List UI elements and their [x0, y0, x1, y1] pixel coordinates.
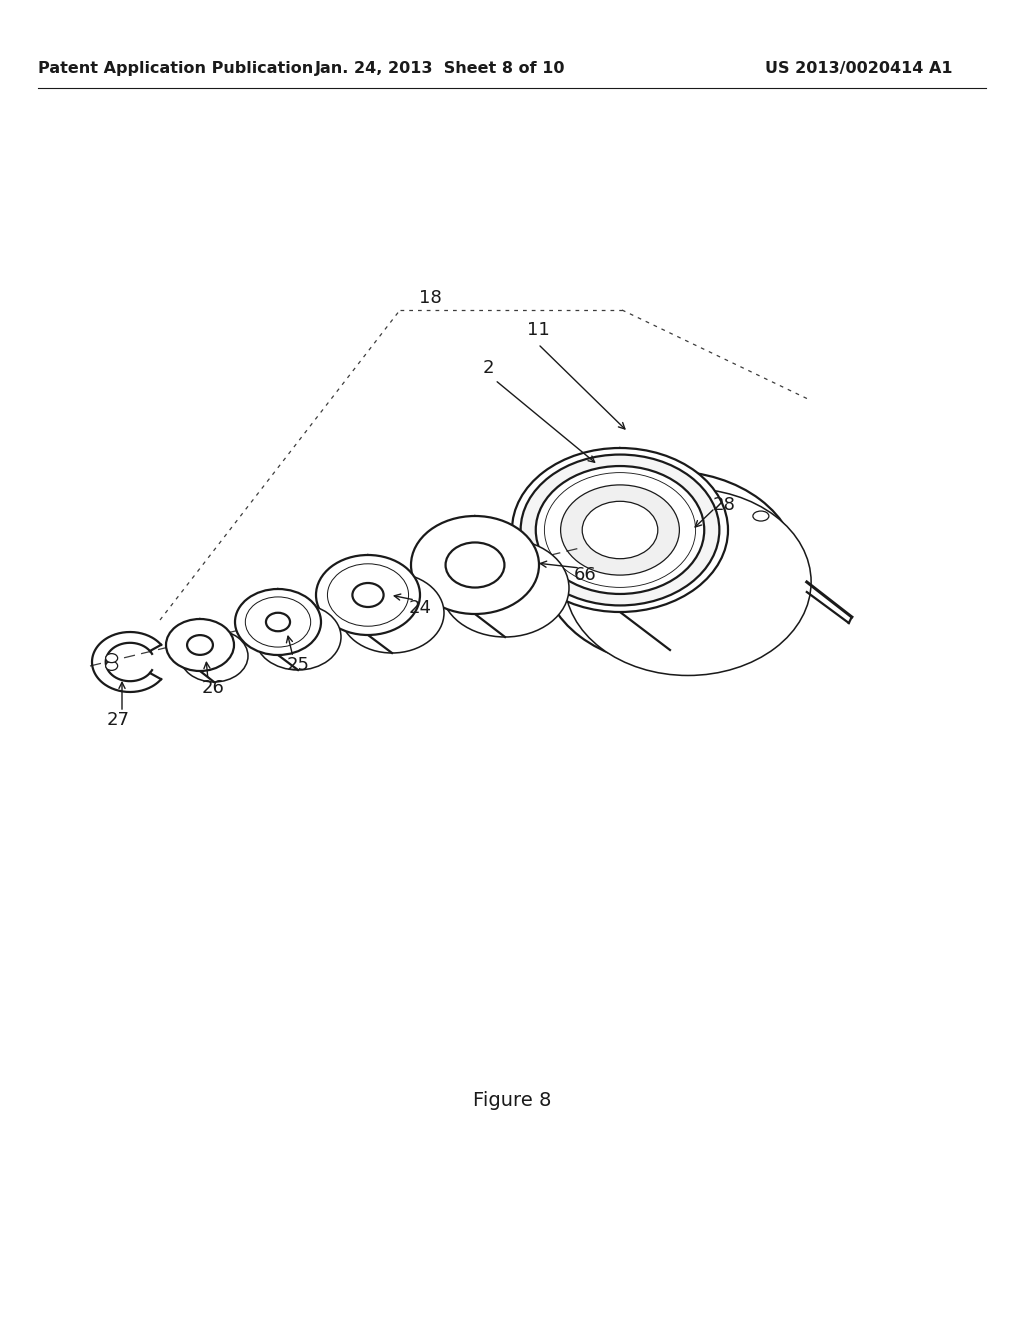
Text: 24: 24	[409, 599, 431, 616]
Text: 27: 27	[106, 711, 129, 729]
Ellipse shape	[512, 447, 728, 612]
Ellipse shape	[543, 471, 798, 665]
Ellipse shape	[187, 635, 213, 655]
Text: 26: 26	[202, 678, 224, 697]
Text: 11: 11	[526, 321, 549, 339]
Text: 28: 28	[713, 496, 735, 513]
Text: Patent Application Publication: Patent Application Publication	[38, 61, 313, 75]
Text: 18: 18	[419, 289, 441, 308]
Ellipse shape	[520, 454, 719, 606]
Ellipse shape	[166, 619, 234, 671]
Ellipse shape	[560, 484, 679, 576]
Ellipse shape	[536, 466, 705, 594]
Text: 2: 2	[482, 359, 494, 378]
Ellipse shape	[105, 661, 118, 671]
Text: Jan. 24, 2013  Sheet 8 of 10: Jan. 24, 2013 Sheet 8 of 10	[315, 61, 565, 75]
Ellipse shape	[255, 605, 341, 671]
Ellipse shape	[583, 502, 657, 558]
Ellipse shape	[234, 589, 321, 655]
Ellipse shape	[352, 583, 384, 607]
Ellipse shape	[180, 630, 248, 682]
Text: US 2013/0020414 A1: US 2013/0020414 A1	[765, 61, 952, 75]
Ellipse shape	[105, 653, 118, 663]
Ellipse shape	[316, 554, 420, 635]
Ellipse shape	[266, 612, 290, 631]
Ellipse shape	[411, 516, 539, 614]
Ellipse shape	[441, 539, 569, 638]
Text: 25: 25	[287, 656, 309, 675]
Text: Figure 8: Figure 8	[473, 1090, 551, 1110]
Ellipse shape	[753, 511, 769, 521]
Ellipse shape	[565, 488, 811, 676]
Ellipse shape	[710, 499, 722, 507]
Ellipse shape	[340, 573, 444, 653]
Ellipse shape	[445, 543, 505, 587]
Text: 66: 66	[573, 566, 596, 583]
